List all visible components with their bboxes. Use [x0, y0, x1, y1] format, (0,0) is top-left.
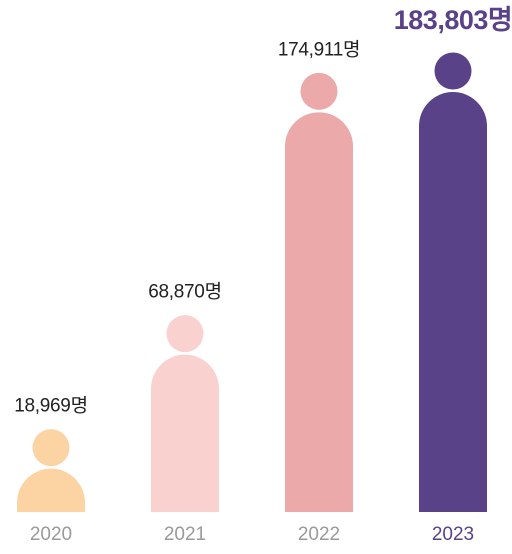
person-head [32, 429, 70, 467]
x-tick-label: 2022 [298, 524, 340, 545]
person-body [419, 92, 487, 512]
value-label: 68,870명 [148, 281, 222, 303]
value-label: 18,969명 [14, 395, 88, 417]
person-body [151, 354, 219, 512]
x-tick-label: 2023 [432, 524, 474, 545]
person-head [434, 52, 472, 90]
person-body [17, 468, 85, 512]
x-tick-label: 2021 [164, 524, 206, 545]
x-tick-label: 2020 [30, 524, 72, 545]
value-label: 183,803명 [394, 5, 512, 35]
person-head [300, 72, 338, 110]
person-head [166, 315, 204, 353]
value-label: 174,911명 [278, 38, 360, 60]
person-body [285, 112, 353, 512]
